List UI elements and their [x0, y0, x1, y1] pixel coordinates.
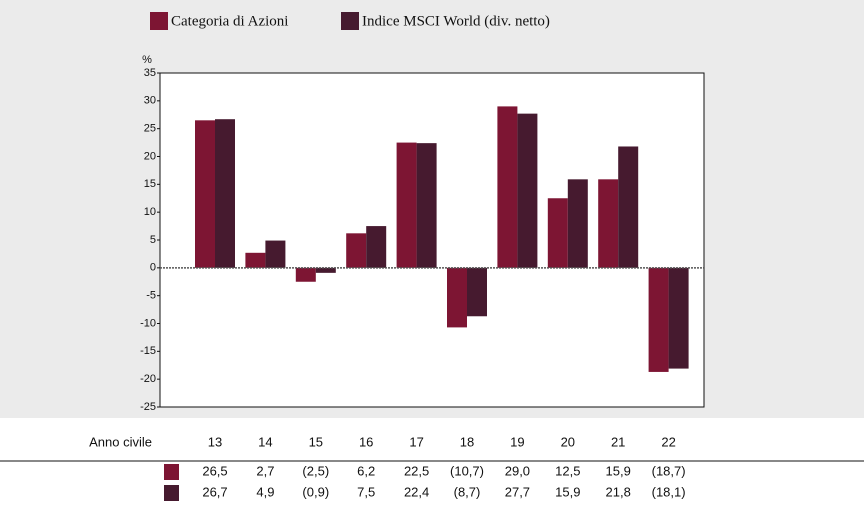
- bar: [346, 233, 367, 268]
- table-value: 15,9: [555, 484, 580, 499]
- bar: [598, 179, 619, 268]
- bar: [366, 226, 387, 268]
- y-tick-label: 25: [144, 123, 156, 135]
- bar: [265, 240, 286, 268]
- bar: [215, 119, 235, 268]
- y-tick-label: 30: [144, 95, 156, 107]
- table-value: 2,7: [256, 463, 274, 478]
- table-value: 27,7: [505, 484, 530, 499]
- y-tick-label: 10: [144, 206, 156, 218]
- y-axis-label: %: [142, 54, 152, 66]
- table-value: (0,9): [302, 484, 329, 499]
- table-value: (2,5): [302, 463, 329, 478]
- bar: [547, 198, 568, 268]
- table-value: 29,0: [505, 463, 530, 478]
- table-category: 21: [611, 434, 625, 449]
- table-value: 7,5: [357, 484, 375, 499]
- table-swatch: [164, 485, 179, 501]
- table-value: (18,1): [652, 484, 686, 499]
- y-tick-label: 20: [144, 150, 156, 162]
- bar: [517, 113, 538, 268]
- table-category: 18: [460, 434, 474, 449]
- legend-swatch: [150, 12, 168, 30]
- table-category: 19: [510, 434, 524, 449]
- bar: [315, 267, 336, 273]
- bar: [668, 267, 689, 369]
- legend-swatch: [341, 12, 359, 30]
- y-tick-label: 15: [144, 178, 156, 190]
- table-category: 17: [409, 434, 423, 449]
- y-tick-label: 5: [150, 234, 156, 246]
- y-tick-label: 35: [144, 67, 156, 79]
- bar: [567, 179, 588, 268]
- bar: [245, 252, 266, 268]
- table-value: 22,4: [404, 484, 429, 499]
- y-tick-label: -5: [146, 290, 156, 302]
- table-value: (8,7): [454, 484, 481, 499]
- table-value: 21,8: [606, 484, 631, 499]
- y-tick-label: -10: [140, 317, 156, 329]
- table-category: 20: [561, 434, 575, 449]
- table-header: Anno civile: [89, 434, 152, 449]
- bar: [195, 120, 215, 268]
- bar: [396, 142, 417, 268]
- bar: [648, 267, 669, 372]
- table-value: (18,7): [652, 463, 686, 478]
- table-category: 16: [359, 434, 373, 449]
- table-category: 15: [309, 434, 323, 449]
- table-category: 22: [661, 434, 675, 449]
- bar: [416, 143, 437, 268]
- bar: [447, 267, 467, 328]
- table-value: 26,7: [202, 484, 227, 499]
- legend-label: Indice MSCI World (div. netto): [362, 13, 550, 29]
- y-tick-label: -20: [140, 373, 156, 385]
- y-tick-label: -15: [140, 345, 156, 357]
- legend-label: Categoria di Azioni: [171, 13, 288, 29]
- table-swatch: [164, 464, 179, 480]
- table-value: (10,7): [450, 463, 484, 478]
- table-value: 22,5: [404, 463, 429, 478]
- table-value: 6,2: [357, 463, 375, 478]
- table-category: 14: [258, 434, 272, 449]
- table-value: 15,9: [606, 463, 631, 478]
- table-value: 4,9: [256, 484, 274, 499]
- bar: [467, 267, 487, 317]
- table-value: 26,5: [202, 463, 227, 478]
- y-tick-label: 0: [150, 262, 156, 274]
- table-value: 12,5: [555, 463, 580, 478]
- table-category: 13: [208, 434, 222, 449]
- bar: [295, 267, 316, 282]
- bar: [497, 106, 518, 268]
- y-tick-label: -25: [140, 401, 156, 413]
- bar: [618, 146, 639, 268]
